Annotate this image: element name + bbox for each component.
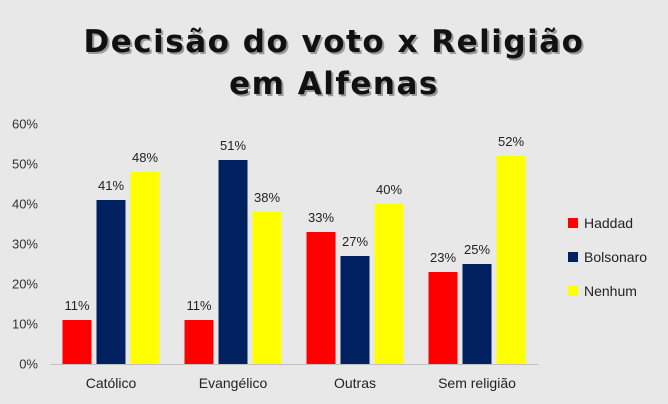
bar-nenhum — [374, 204, 404, 364]
x-category-label: Católico — [86, 375, 137, 391]
data-label: 11% — [186, 298, 211, 313]
x-category-label: Sem religião — [438, 375, 516, 391]
data-label: 38% — [254, 190, 280, 205]
legend-swatch-haddad — [568, 218, 578, 228]
legend-swatch-bolsonaro — [568, 252, 578, 262]
y-tick-label: 50% — [12, 157, 38, 172]
legend-label-bolsonaro: Bolsonaro — [584, 249, 647, 265]
chart-title: Decisão do voto x Religião Decisão do vo… — [84, 24, 587, 104]
y-tick-label: 20% — [12, 277, 38, 292]
data-label: 51% — [220, 138, 246, 153]
y-tick-label: 40% — [12, 197, 38, 212]
x-axis: Católico Evangélico Outras Sem religião — [50, 364, 538, 391]
bar-haddad — [428, 272, 458, 364]
bar-haddad — [62, 320, 92, 364]
data-label: 25% — [464, 242, 490, 257]
data-label: 11% — [64, 298, 89, 313]
bar-nenhum — [252, 212, 282, 364]
bar-nenhum — [496, 156, 526, 364]
bar-haddad — [306, 232, 336, 364]
y-tick-label: 30% — [12, 237, 38, 252]
chart-title-line-1-shadow: Decisão do voto x Religião — [86, 26, 587, 62]
bar-nenhum — [130, 172, 160, 364]
legend-swatch-nenhum — [568, 286, 578, 296]
legend-label-haddad: Haddad — [584, 215, 633, 231]
bar-haddad — [184, 320, 214, 364]
data-label: 52% — [498, 134, 524, 149]
y-tick-label: 0% — [19, 357, 38, 372]
y-tick-label: 10% — [12, 317, 38, 332]
x-category-label: Evangélico — [199, 375, 268, 391]
data-label: 40% — [376, 182, 402, 197]
y-tick-label: 60% — [12, 117, 38, 132]
y-axis: 0% 10% 20% 30% 40% 50% 60% — [12, 117, 38, 372]
legend-label-nenhum: Nenhum — [584, 283, 637, 299]
x-category-label: Outras — [334, 375, 376, 391]
bar-bolsonaro — [340, 256, 370, 364]
chart-title-line-1: Decisão do voto x Religião — [84, 24, 585, 60]
data-label: 41% — [98, 178, 124, 193]
data-label: 23% — [430, 250, 456, 265]
legend: Haddad Bolsonaro Nenhum — [568, 215, 647, 299]
bar-bolsonaro — [96, 200, 126, 364]
bar-bolsonaro — [462, 264, 492, 364]
chart-title-line-2-shadow: em Alfenas — [231, 68, 441, 104]
data-label: 33% — [308, 210, 334, 225]
bars: 11% 41% 48% 11% 51% 38% 33% 27% 40% 23% 25% 52% — [62, 134, 526, 364]
data-label: 27% — [342, 234, 368, 249]
chart-title-line-2: em Alfenas — [229, 66, 439, 102]
data-label: 48% — [132, 150, 158, 165]
bar-bolsonaro — [218, 160, 248, 364]
